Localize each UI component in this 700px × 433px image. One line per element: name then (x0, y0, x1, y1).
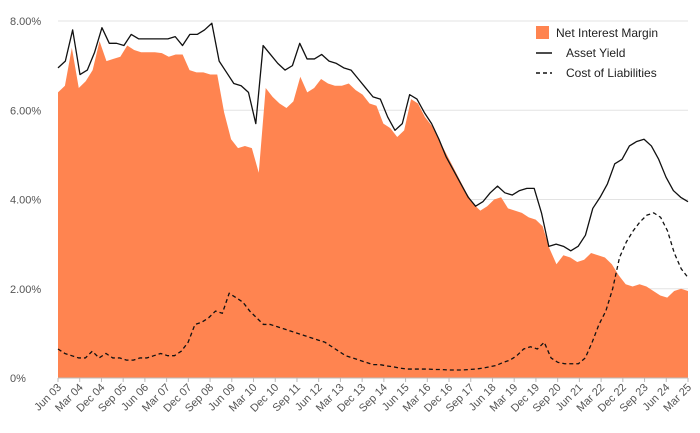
y-tick-label: 6.00% (10, 105, 41, 117)
legend-label-asset-yield: Asset Yield (566, 46, 625, 60)
series-line-cost-of-liabilities (57, 212, 689, 371)
y-tick-label: 2.00% (10, 284, 41, 296)
y-tick-label: 8.00% (10, 16, 41, 28)
y-tick-label: 4.00% (10, 195, 41, 207)
legend: Net Interest Margin Asset Yield Cost of … (536, 26, 658, 80)
series-line-asset-yield (57, 22, 689, 252)
legend-label-cost-of-liabilities: Cost of Liabilities (566, 66, 657, 80)
legend-label-nim: Net Interest Margin (556, 26, 658, 40)
y-tick-label: 0% (10, 373, 26, 385)
legend-swatch-nim (536, 26, 549, 39)
series-area-net-interest-margin (58, 41, 688, 378)
line-layer (57, 22, 689, 371)
area-layer (58, 41, 688, 378)
